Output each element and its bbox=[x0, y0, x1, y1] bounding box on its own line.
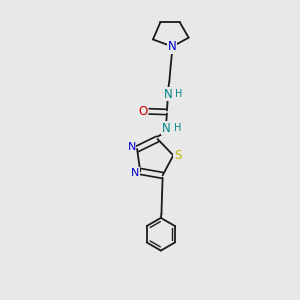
Text: S: S bbox=[174, 149, 181, 162]
Text: H: H bbox=[176, 89, 183, 99]
Text: N: N bbox=[162, 122, 170, 135]
Text: N: N bbox=[168, 40, 177, 53]
Text: H: H bbox=[174, 123, 181, 133]
Text: N: N bbox=[131, 168, 139, 178]
Text: N: N bbox=[128, 142, 136, 152]
Text: N: N bbox=[164, 88, 172, 100]
Text: O: O bbox=[139, 105, 148, 118]
